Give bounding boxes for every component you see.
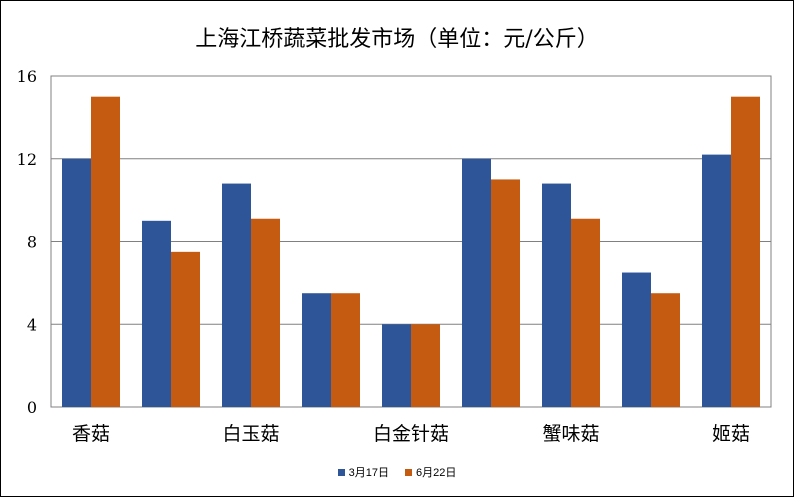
x-category-label: 白金针菇 xyxy=(373,423,449,445)
legend-swatch-series-1 xyxy=(337,468,345,476)
bar xyxy=(62,158,91,407)
legend-label-series-2: 6月22日 xyxy=(416,467,457,479)
chart-title: 上海江桥蔬菜批发市场（单位：元/公斤） xyxy=(195,27,599,52)
bar xyxy=(222,183,251,407)
bar xyxy=(542,183,571,407)
bar xyxy=(702,154,731,407)
bar xyxy=(382,324,411,407)
bar xyxy=(331,293,360,407)
bar xyxy=(462,158,491,407)
legend-item-series-1: 3月17日 xyxy=(337,464,389,480)
x-category-label: 白玉菇 xyxy=(222,423,279,445)
legend-swatch-series-2 xyxy=(405,468,412,476)
y-tick-label: 8 xyxy=(27,233,37,252)
bar xyxy=(571,218,600,407)
y-tick-label: 0 xyxy=(27,398,37,417)
bar xyxy=(171,251,200,407)
x-category-label: 香菇 xyxy=(72,423,110,445)
bar xyxy=(142,220,171,407)
bar xyxy=(651,293,680,407)
x-category-label: 蟹味菇 xyxy=(542,423,599,445)
legend-label-series-1: 3月17日 xyxy=(348,467,389,479)
y-tick-label: 16 xyxy=(17,67,37,86)
bar xyxy=(411,324,440,407)
bar xyxy=(491,179,520,407)
y-tick-label: 12 xyxy=(17,150,37,169)
bar xyxy=(622,272,651,407)
legend-item-series-2: 6月22日 xyxy=(405,464,456,480)
bar xyxy=(251,218,280,407)
legend: 3月17日 6月22日 xyxy=(1,464,793,480)
bar xyxy=(302,293,331,407)
y-tick-label: 4 xyxy=(27,315,37,334)
bar xyxy=(731,96,760,407)
bar xyxy=(91,96,120,407)
x-category-label: 姬菇 xyxy=(712,423,750,445)
